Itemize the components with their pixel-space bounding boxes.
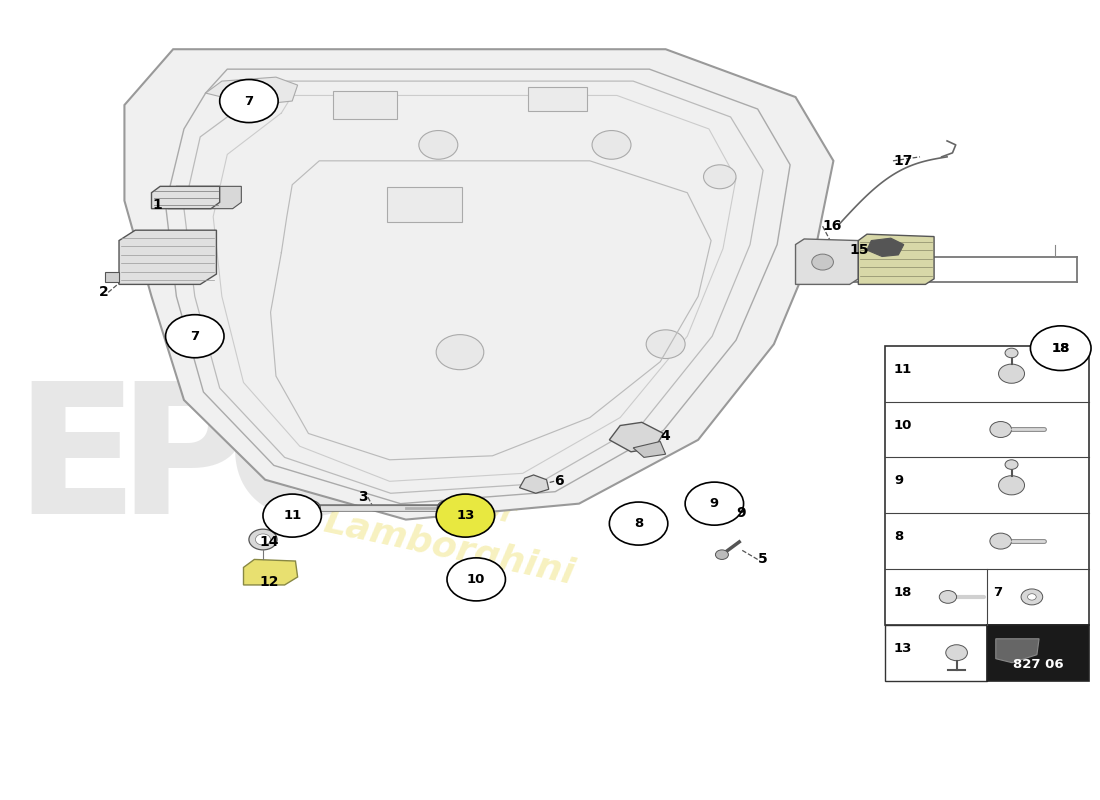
FancyBboxPatch shape	[886, 625, 987, 681]
Text: 8: 8	[894, 530, 903, 543]
Polygon shape	[867, 238, 904, 257]
FancyBboxPatch shape	[886, 346, 1089, 625]
FancyBboxPatch shape	[387, 187, 462, 222]
Polygon shape	[858, 234, 934, 285]
Circle shape	[255, 534, 271, 545]
Text: 11: 11	[894, 362, 912, 376]
Text: 7: 7	[190, 330, 199, 342]
Circle shape	[646, 330, 685, 358]
Circle shape	[263, 494, 321, 537]
Text: 4: 4	[660, 429, 670, 443]
Circle shape	[301, 501, 320, 515]
Text: 17: 17	[893, 154, 912, 168]
Circle shape	[946, 645, 967, 661]
Circle shape	[438, 501, 456, 515]
Polygon shape	[519, 475, 549, 494]
Circle shape	[1031, 326, 1091, 370]
Text: 6: 6	[554, 474, 564, 488]
Circle shape	[1032, 326, 1090, 370]
Polygon shape	[795, 239, 858, 285]
FancyBboxPatch shape	[528, 87, 586, 110]
Text: P: P	[118, 376, 250, 552]
Circle shape	[220, 79, 278, 122]
Text: a passion for: a passion for	[294, 454, 518, 529]
Text: 9: 9	[710, 497, 719, 510]
Text: 10: 10	[894, 418, 912, 431]
Text: 11: 11	[283, 509, 301, 522]
Circle shape	[1005, 460, 1018, 470]
Text: 2: 2	[98, 286, 108, 299]
Polygon shape	[119, 230, 217, 285]
Text: 5: 5	[758, 553, 768, 566]
Circle shape	[447, 558, 505, 601]
Circle shape	[1005, 348, 1018, 358]
Circle shape	[437, 494, 495, 537]
Polygon shape	[634, 442, 665, 458]
Circle shape	[437, 334, 484, 370]
Text: 16: 16	[823, 219, 842, 234]
Circle shape	[715, 550, 728, 559]
Circle shape	[685, 482, 744, 525]
Text: 14: 14	[260, 535, 279, 549]
Circle shape	[990, 422, 1012, 438]
Text: 9: 9	[894, 474, 903, 487]
Text: Lamborghini: Lamborghini	[320, 504, 578, 590]
Polygon shape	[996, 638, 1040, 662]
Text: 18: 18	[1052, 342, 1070, 354]
Circle shape	[609, 502, 668, 545]
Text: 3: 3	[359, 490, 369, 504]
Text: E: E	[14, 376, 138, 552]
Polygon shape	[152, 186, 220, 209]
Circle shape	[592, 130, 631, 159]
Circle shape	[704, 165, 736, 189]
FancyBboxPatch shape	[987, 625, 1089, 681]
Text: 9: 9	[736, 506, 746, 520]
Text: 13: 13	[894, 642, 912, 654]
Circle shape	[1021, 589, 1043, 605]
Text: 7: 7	[993, 586, 1003, 599]
FancyBboxPatch shape	[333, 91, 397, 118]
Polygon shape	[167, 186, 241, 209]
Circle shape	[249, 529, 277, 550]
Text: 18: 18	[1052, 342, 1070, 354]
Polygon shape	[609, 422, 663, 452]
Text: 18: 18	[894, 586, 912, 599]
Circle shape	[999, 364, 1024, 383]
Polygon shape	[206, 77, 298, 105]
Polygon shape	[124, 50, 834, 519]
Polygon shape	[243, 559, 298, 585]
Circle shape	[419, 130, 458, 159]
Circle shape	[166, 314, 224, 358]
Circle shape	[812, 254, 834, 270]
Text: 10: 10	[468, 573, 485, 586]
Text: C: C	[226, 376, 359, 552]
Circle shape	[939, 590, 957, 603]
Circle shape	[1027, 594, 1036, 600]
Circle shape	[990, 533, 1012, 549]
Text: 7: 7	[244, 94, 253, 107]
Text: 827 06: 827 06	[1013, 658, 1064, 671]
Text: 12: 12	[260, 574, 279, 589]
Text: 1: 1	[153, 198, 163, 212]
Text: 8: 8	[634, 517, 643, 530]
Circle shape	[999, 476, 1024, 495]
Polygon shape	[104, 273, 119, 282]
Text: 13: 13	[456, 509, 474, 522]
Text: 15: 15	[849, 243, 869, 257]
